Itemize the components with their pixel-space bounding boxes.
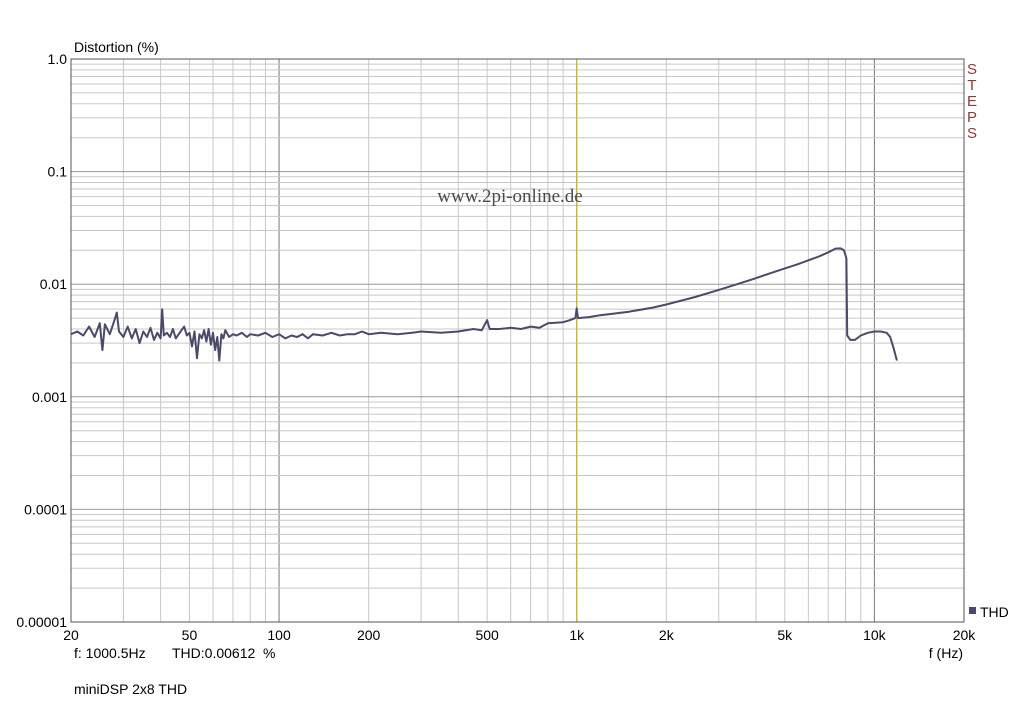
steps-letter: S [967, 61, 977, 78]
y-tick-labels: 1.0 0.1 0.01 0.001 0.0001 0.00001 [16, 51, 67, 630]
steps-letter: E [967, 93, 977, 110]
thd-series-line [70, 247, 898, 362]
x-tick-label: 20 [63, 627, 79, 643]
cursor-frequency-readout: f: 1000.5Hz [74, 645, 146, 661]
x-tick-label: 100 [267, 627, 291, 643]
x-tick-label: 5k [777, 627, 793, 643]
y-tick-label: 1.0 [48, 51, 68, 67]
y-tick-label: 0.01 [40, 276, 67, 292]
x-tick-label: 1k [569, 627, 585, 643]
x-tick-label: 500 [475, 627, 499, 643]
y-axis-label: Distortion (%) [74, 39, 159, 55]
legend-swatch [969, 607, 976, 614]
x-tick-label: 10k [863, 627, 887, 643]
x-tick-labels: 20 50 100 200 500 1k 2k 5k 10k 20k [63, 627, 976, 643]
watermark: www.2pi-online.de [437, 186, 582, 207]
x-tick-label: 200 [357, 627, 381, 643]
y-tick-label: 0.1 [48, 164, 68, 180]
cursor-thd-readout: THD:0.00612 % [172, 645, 276, 661]
y-tick-label: 0.001 [32, 389, 67, 405]
steps-letter: S [967, 125, 977, 142]
x-axis-label: f (Hz) [929, 645, 963, 661]
plot-frame [70, 58, 965, 623]
steps-letter: P [967, 109, 977, 126]
steps-letter: T [967, 77, 976, 94]
legend-label-thd: THD [980, 604, 1009, 620]
x-tick-label: 2k [659, 627, 675, 643]
x-tick-label: 50 [182, 627, 198, 643]
grid [71, 59, 964, 622]
x-tick-label: 20k [953, 627, 977, 643]
chart-caption: miniDSP 2x8 THD [74, 681, 187, 697]
y-tick-label: 0.00001 [16, 614, 67, 630]
y-tick-label: 0.0001 [24, 501, 67, 517]
